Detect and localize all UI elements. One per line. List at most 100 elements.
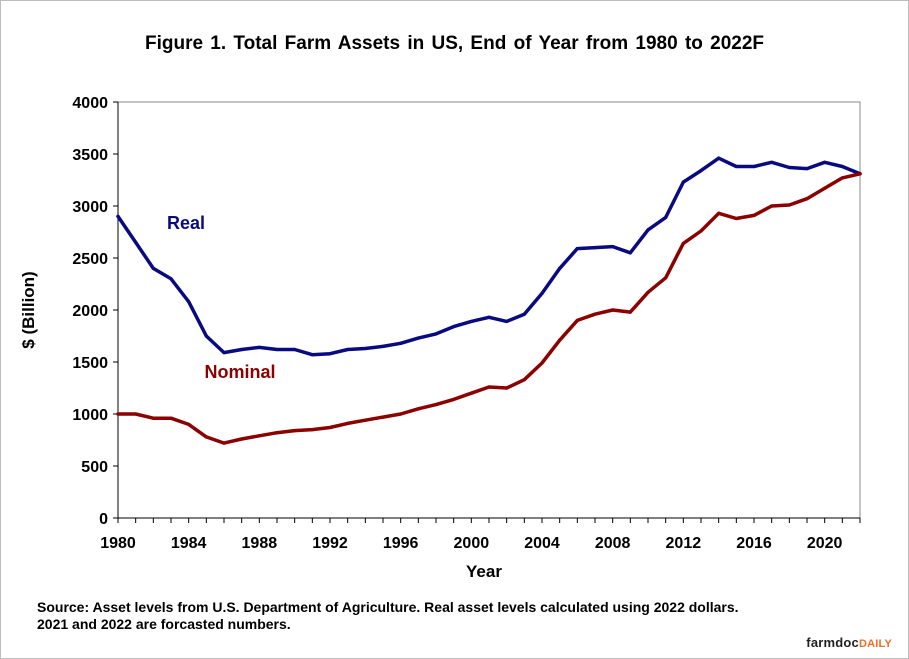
data-point-real bbox=[628, 251, 632, 255]
data-point-real bbox=[505, 319, 509, 324]
brand-logo-part-2: DAILY bbox=[859, 638, 892, 650]
x-tick-label: 2000 bbox=[454, 535, 490, 552]
brand-logo-part-1: farmdoc bbox=[806, 635, 859, 650]
data-point-nominal bbox=[593, 312, 597, 316]
data-point-nominal bbox=[310, 428, 314, 432]
data-point-real bbox=[363, 346, 367, 351]
x-axis-label: Year bbox=[466, 562, 502, 581]
data-point-real bbox=[204, 334, 208, 338]
data-point-real bbox=[134, 240, 138, 244]
data-point-real bbox=[222, 351, 226, 355]
data-point-real bbox=[805, 166, 809, 171]
data-point-real bbox=[840, 164, 844, 169]
chart-title: Figure 1. Total Farm Assets in US, End o… bbox=[144, 33, 765, 54]
data-point-nominal bbox=[628, 310, 632, 314]
y-tick-label: 0 bbox=[99, 511, 108, 528]
series-line-nominal bbox=[116, 172, 862, 445]
data-point-real bbox=[787, 165, 791, 170]
data-point-real bbox=[717, 156, 721, 160]
data-point-real bbox=[434, 332, 438, 336]
data-point-nominal bbox=[522, 378, 526, 382]
data-point-real bbox=[823, 160, 827, 164]
series-line-real bbox=[116, 156, 862, 357]
x-tick-label: 1988 bbox=[242, 535, 278, 552]
source-note: Source: Asset levels from U.S. Departmen… bbox=[37, 599, 877, 633]
y-tick-label: 3000 bbox=[72, 199, 108, 216]
data-point-nominal bbox=[416, 407, 420, 411]
data-point-nominal bbox=[169, 416, 173, 420]
data-point-real bbox=[611, 244, 615, 249]
data-point-real bbox=[187, 300, 191, 304]
data-point-nominal bbox=[328, 425, 332, 430]
x-tick-label: 1980 bbox=[100, 535, 136, 552]
y-tick-label: 4000 bbox=[72, 95, 108, 112]
x-tick-label: 1996 bbox=[383, 535, 419, 552]
y-axis-label: $ (Billion) bbox=[19, 271, 38, 348]
data-point-nominal bbox=[681, 241, 685, 246]
data-point-nominal bbox=[293, 429, 297, 433]
data-point-real bbox=[293, 347, 297, 352]
data-point-real bbox=[346, 347, 350, 352]
data-point-nominal bbox=[363, 418, 367, 422]
data-point-real bbox=[752, 164, 756, 169]
data-point-nominal bbox=[717, 211, 721, 215]
data-point-nominal bbox=[116, 412, 120, 416]
x-tick-label: 2020 bbox=[807, 535, 843, 552]
data-point-real bbox=[399, 341, 403, 345]
y-tick-label: 1500 bbox=[72, 355, 108, 372]
data-point-real bbox=[275, 347, 279, 352]
data-point-nominal bbox=[752, 213, 756, 217]
data-point-real bbox=[681, 180, 685, 184]
source-note-line-2: 2021 and 2022 are forcasted numbers. bbox=[37, 616, 291, 632]
data-point-nominal bbox=[399, 412, 403, 416]
data-point-nominal bbox=[540, 361, 544, 365]
data-point-nominal bbox=[204, 435, 208, 439]
data-point-real bbox=[487, 315, 491, 319]
data-point-nominal bbox=[646, 290, 650, 294]
data-point-real bbox=[416, 336, 420, 340]
data-point-real bbox=[169, 277, 173, 281]
data-point-nominal bbox=[699, 229, 703, 233]
y-tick-label: 2000 bbox=[72, 303, 108, 320]
x-tick-label: 2004 bbox=[524, 535, 560, 552]
data-point-real bbox=[540, 291, 544, 295]
data-point-nominal bbox=[434, 403, 438, 407]
data-point-nominal bbox=[787, 203, 791, 207]
data-point-real bbox=[575, 247, 579, 251]
x-tick-label: 2012 bbox=[666, 535, 702, 552]
data-point-real bbox=[469, 319, 473, 324]
source-note-line-1: Source: Asset levels from U.S. Departmen… bbox=[37, 599, 739, 615]
data-point-real bbox=[328, 352, 332, 356]
series-label-real: Real bbox=[167, 213, 205, 233]
data-point-real bbox=[558, 266, 562, 270]
data-point-nominal bbox=[734, 216, 738, 221]
data-point-real bbox=[734, 164, 738, 169]
data-point-nominal bbox=[505, 386, 509, 390]
series-label-nominal: Nominal bbox=[204, 362, 275, 382]
data-point-real bbox=[522, 312, 526, 316]
data-point-nominal bbox=[134, 412, 138, 416]
y-tick-label: 3500 bbox=[72, 147, 108, 164]
data-point-nominal bbox=[275, 431, 279, 435]
x-tick-label: 1992 bbox=[312, 535, 348, 552]
data-point-nominal bbox=[611, 308, 615, 312]
data-point-nominal bbox=[222, 441, 226, 445]
data-point-nominal bbox=[151, 416, 155, 420]
data-point-nominal bbox=[187, 422, 191, 426]
data-point-nominal bbox=[823, 186, 827, 190]
data-point-real bbox=[646, 228, 650, 232]
data-point-real bbox=[116, 214, 120, 218]
x-tick-label: 1984 bbox=[171, 535, 207, 552]
data-point-nominal bbox=[664, 276, 668, 280]
data-point-nominal bbox=[858, 172, 862, 176]
plot-area-border bbox=[117, 101, 861, 519]
data-point-real bbox=[593, 246, 597, 250]
data-point-nominal bbox=[575, 318, 579, 322]
data-point-nominal bbox=[805, 197, 809, 201]
x-tick-label: 2008 bbox=[595, 535, 631, 552]
brand-logo: farmdocDAILY bbox=[806, 635, 892, 650]
line-chart: 0 500 1000 1500 2000 2500 3000 3500 4000 1980 1984… bbox=[19, 95, 862, 581]
data-point-nominal bbox=[381, 415, 385, 419]
y-tick-label: 2500 bbox=[72, 251, 108, 268]
data-point-nominal bbox=[469, 391, 473, 395]
